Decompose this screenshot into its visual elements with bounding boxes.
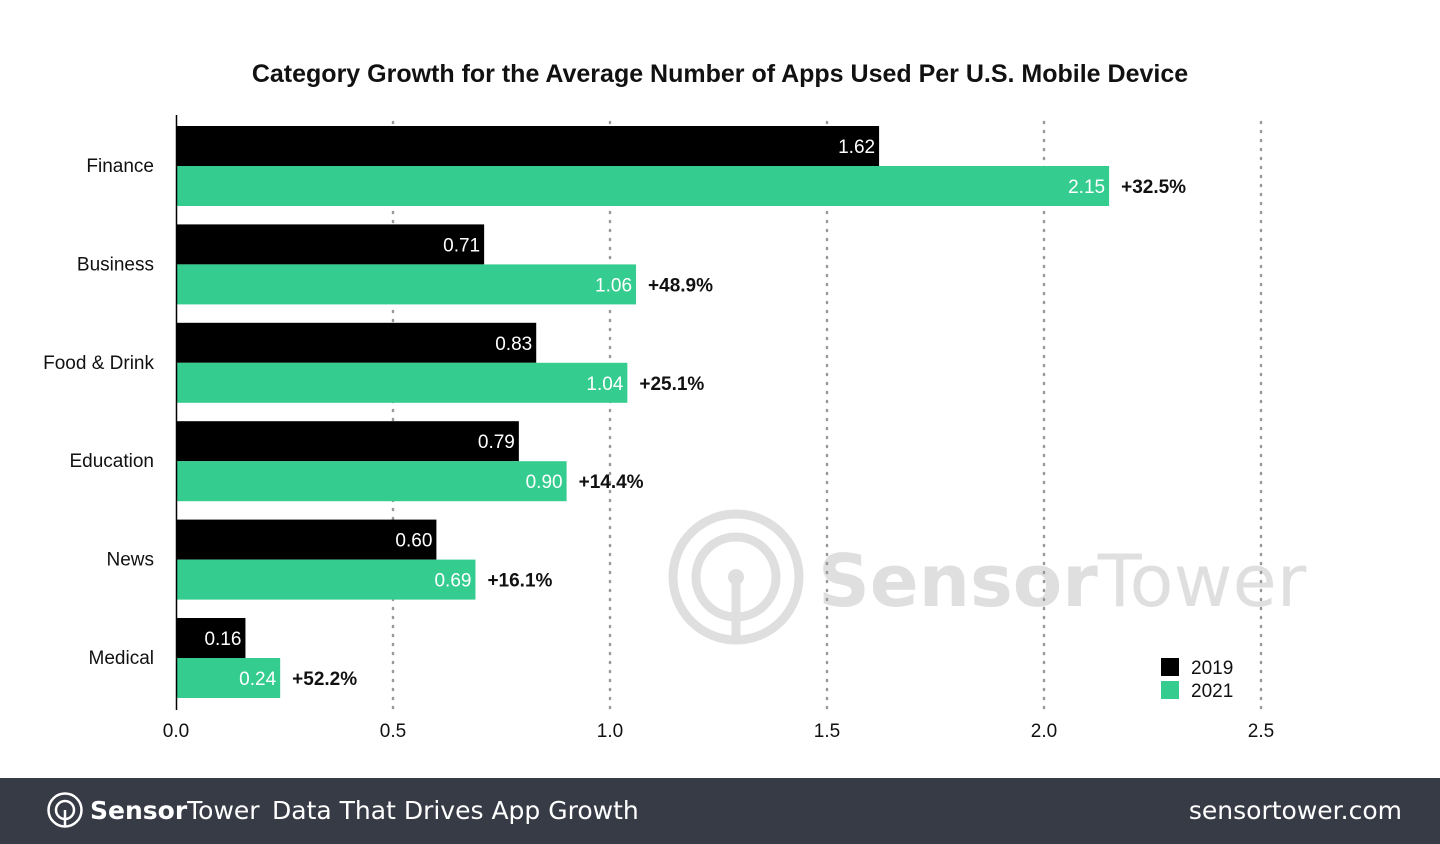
bar-value-label: 0.71 xyxy=(443,235,480,256)
legend-swatch-2021 xyxy=(1161,681,1179,699)
bar-value-label: 0.69 xyxy=(434,571,471,592)
legend-label: 2021 xyxy=(1191,681,1233,702)
bar-2021 xyxy=(176,166,1110,206)
chart-title: Category Growth for the Average Number o… xyxy=(251,60,1189,88)
growth-label: +16.1% xyxy=(487,571,552,592)
growth-label: +52.2% xyxy=(292,669,357,690)
category-label: Finance xyxy=(86,156,154,177)
bar-2019 xyxy=(176,421,519,462)
bar-2021 xyxy=(176,559,476,600)
growth-label: +32.5% xyxy=(1121,177,1186,198)
x-tick-label: 2.0 xyxy=(1031,721,1057,742)
category-label: Medical xyxy=(89,648,154,669)
bar-value-label: 0.16 xyxy=(204,629,241,650)
bar-chart: SensorTower 0.0 0.5 1.0 1.5 2.0 2.5 Finance 1.… xyxy=(43,115,1307,742)
bar-2019 xyxy=(176,519,437,560)
bar-2021 xyxy=(176,362,628,403)
bar-value-label: 0.90 xyxy=(526,472,563,493)
bar-value-label: 0.24 xyxy=(239,669,276,690)
x-tick-label: 0.0 xyxy=(163,721,189,742)
category-label: Business xyxy=(77,254,154,275)
growth-label: +25.1% xyxy=(639,374,704,395)
bar-value-label: 0.83 xyxy=(495,334,532,355)
footer-brand: SensorTower xyxy=(90,796,260,825)
bar-2019 xyxy=(176,618,246,658)
bar-value-label: 0.79 xyxy=(478,432,515,453)
legend-label: 2019 xyxy=(1191,658,1233,679)
bar-value-label: 2.15 xyxy=(1068,177,1105,198)
x-tick-label: 2.5 xyxy=(1248,721,1274,742)
bar-value-label: 1.06 xyxy=(595,275,632,296)
bar-2019 xyxy=(176,322,537,363)
bar-value-label: 0.60 xyxy=(395,531,432,552)
legend-swatch-2019 xyxy=(1161,658,1179,676)
bar-2019 xyxy=(176,126,880,166)
bar-value-label: 1.04 xyxy=(586,374,623,395)
footer-tagline: Data That Drives App Growth xyxy=(272,796,639,825)
footer-url[interactable]: sensortower.com xyxy=(1188,796,1402,825)
x-tick-label: 1.0 xyxy=(597,721,623,742)
bar-value-label: 1.62 xyxy=(838,137,875,158)
bar-2019 xyxy=(176,224,485,265)
x-tick-label: 1.5 xyxy=(814,721,840,742)
category-label: Education xyxy=(69,451,154,472)
sensortower-logo-icon xyxy=(47,792,83,828)
x-tick-label: 0.5 xyxy=(380,721,406,742)
category-label: Food & Drink xyxy=(43,353,154,374)
sensortower-watermark-logo: SensorTower xyxy=(668,509,1307,645)
footer-bar: SensorTower Data That Drives App Growth … xyxy=(0,778,1440,844)
bar-2021 xyxy=(176,658,281,698)
growth-label: +48.9% xyxy=(648,275,713,296)
bar-2021 xyxy=(176,461,567,502)
growth-label: +14.4% xyxy=(579,472,644,493)
svg-text:SensorTower: SensorTower xyxy=(818,539,1307,623)
bar-2021 xyxy=(176,264,637,305)
category-label: News xyxy=(106,550,154,571)
